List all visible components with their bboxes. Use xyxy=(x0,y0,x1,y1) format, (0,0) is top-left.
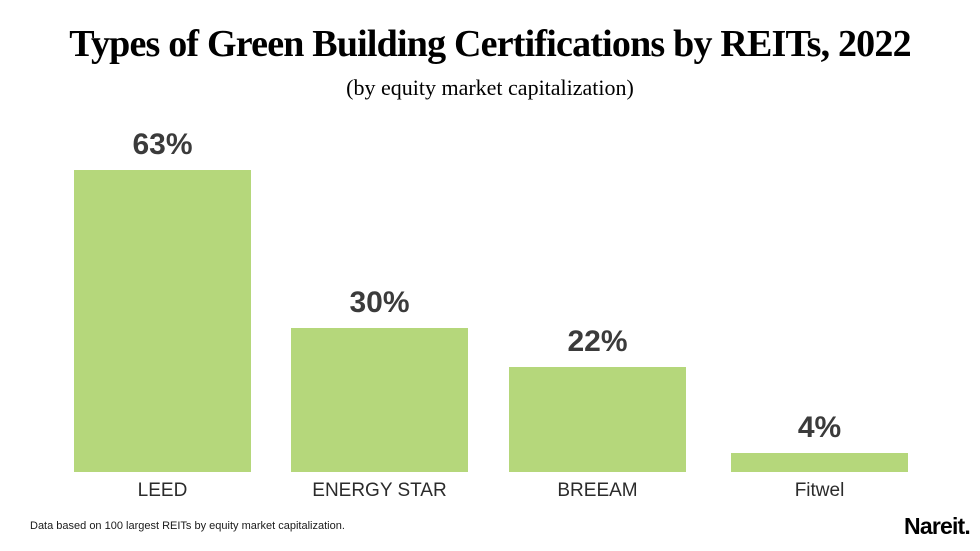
bar-group-breeam: 22% BREEAM xyxy=(509,325,686,501)
value-label: 30% xyxy=(349,286,410,319)
category-label: ENERGY STAR xyxy=(312,480,447,501)
page-subtitle: (by equity market capitalization) xyxy=(346,75,634,100)
category-label: LEED xyxy=(137,480,188,501)
category-label: Fitwel xyxy=(794,480,845,501)
bar xyxy=(291,328,468,472)
value-label: 22% xyxy=(567,325,628,358)
bar xyxy=(74,170,251,472)
value-label: 63% xyxy=(132,128,193,161)
bar-group-energy-star: 30% ENERGY STAR xyxy=(291,286,468,501)
page-title: Types of Green Building Certifications b… xyxy=(69,23,911,65)
bar-group-fitwel: 4% Fitwel xyxy=(731,411,908,501)
bar xyxy=(731,453,908,472)
value-label: 4% xyxy=(797,411,842,444)
bar xyxy=(509,367,686,472)
footnote: Data based on 100 largest REITs by equit… xyxy=(30,520,345,532)
category-label: BREEAM xyxy=(557,480,638,501)
nareit-logo: Nareit. xyxy=(904,513,971,539)
bar-group-leed: 63% LEED xyxy=(74,128,251,501)
